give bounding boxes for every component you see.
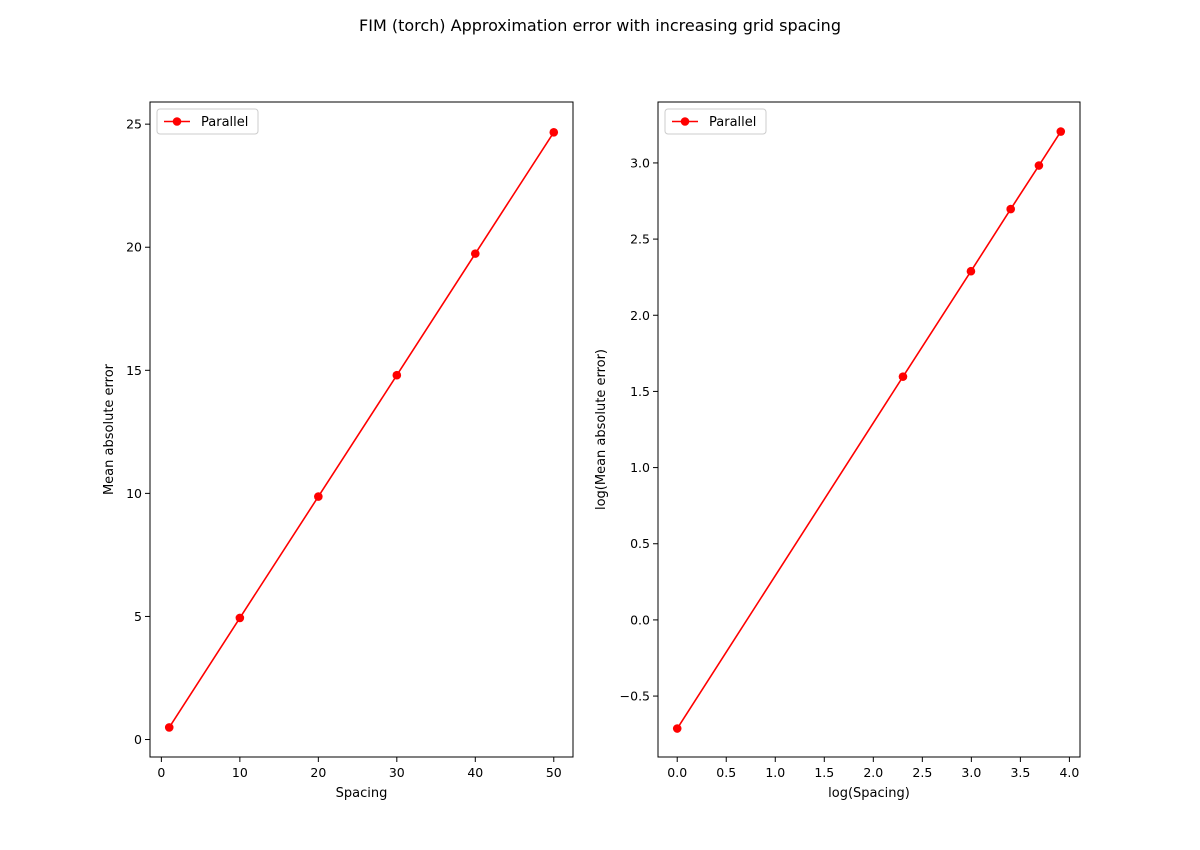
right-x-tick-label-2: 1.0 (765, 765, 785, 780)
left-x-tick-label-0: 0 (157, 765, 165, 780)
left-y-tick-label-4: 20 (126, 240, 142, 255)
left-data-point-3 (392, 370, 402, 380)
figure-title: FIM (torch) Approximation error with inc… (359, 16, 841, 35)
left-y-axis-label: Mean absolute error (102, 363, 117, 495)
left-y-tick-label-0: 0 (134, 732, 142, 747)
right-x-tick-label-5: 2.5 (912, 765, 932, 780)
right-x-tick-label-1: 0.5 (716, 765, 736, 780)
left-data-point-1 (235, 613, 245, 623)
right-y-tick-label-3: 1.0 (630, 460, 650, 475)
right-data-point-3 (1006, 204, 1015, 214)
right-legend-box (664, 108, 767, 135)
left-data-point-0 (164, 723, 174, 732)
right-y-tick-label-6: 2.5 (630, 232, 650, 247)
left-data-point-4 (470, 249, 480, 258)
right-y-axis-label: log(Mean absolute error) (594, 349, 609, 510)
right-y-tick-label-2: 0.5 (630, 536, 650, 551)
left-legend: Parallel (156, 108, 259, 135)
left-chart: 0 10 20 30 40 50 0 5 10 15 20 25 Spacing Mean absolut… (102, 101, 574, 801)
right-y-tick-label-4: 1.5 (630, 384, 650, 399)
right-legend-marker (680, 117, 690, 126)
left-data-point-5 (549, 127, 559, 137)
right-data-point-4 (1034, 161, 1044, 170)
left-x-tick-label-5: 50 (546, 765, 562, 780)
left-series-line-0 (168, 131, 555, 728)
right-series-line-0 (676, 131, 1062, 729)
right-x-tick-label-7: 3.5 (1010, 765, 1030, 780)
left-data-point-2 (314, 492, 323, 501)
right-x-tick-label-0: 0.0 (667, 765, 687, 780)
right-legend: Parallel (664, 108, 767, 135)
right-chart: 0.0 0.5 1.0 1.5 2.0 2.5 3.0 3.5 4.0 −0.5 0.0 0.5 1.0… (594, 101, 1081, 801)
left-legend-marker (172, 117, 182, 126)
left-y-tick-label-1: 5 (134, 609, 142, 624)
left-y-tick-label-3: 15 (126, 363, 142, 378)
right-data-point-2 (966, 266, 976, 276)
right-y-tick-label-7: 3.0 (630, 155, 650, 170)
right-legend-label: Parallel (709, 115, 756, 130)
right-y-tick-label-5: 2.0 (630, 308, 650, 323)
right-x-axis-label: log(Spacing) (828, 786, 910, 801)
left-x-axis-label: Spacing (336, 786, 388, 801)
right-data-point-5 (1056, 127, 1066, 136)
left-x-tick-label-2: 20 (310, 765, 326, 780)
left-y-tick-label-2: 10 (126, 486, 142, 501)
right-y-tick-label-1: 0.0 (630, 612, 650, 627)
right-axes-frame (657, 101, 1081, 758)
left-legend-box (156, 108, 259, 135)
right-data-point-0 (672, 724, 682, 733)
right-x-tick-label-8: 4.0 (1059, 765, 1079, 780)
left-legend-label: Parallel (201, 115, 248, 130)
right-data-point-1 (898, 372, 908, 381)
left-x-tick-label-3: 30 (389, 765, 405, 780)
left-x-tick-label-4: 40 (467, 765, 483, 780)
right-x-tick-label-6: 3.0 (961, 765, 981, 780)
right-y-tick-label-0: −0.5 (620, 689, 650, 704)
right-x-tick-label-4: 2.0 (863, 765, 883, 780)
left-x-tick-label-1: 10 (232, 765, 248, 780)
right-x-tick-label-3: 1.5 (814, 765, 834, 780)
left-y-tick-label-5: 25 (126, 117, 142, 132)
left-axes-frame (149, 101, 574, 758)
